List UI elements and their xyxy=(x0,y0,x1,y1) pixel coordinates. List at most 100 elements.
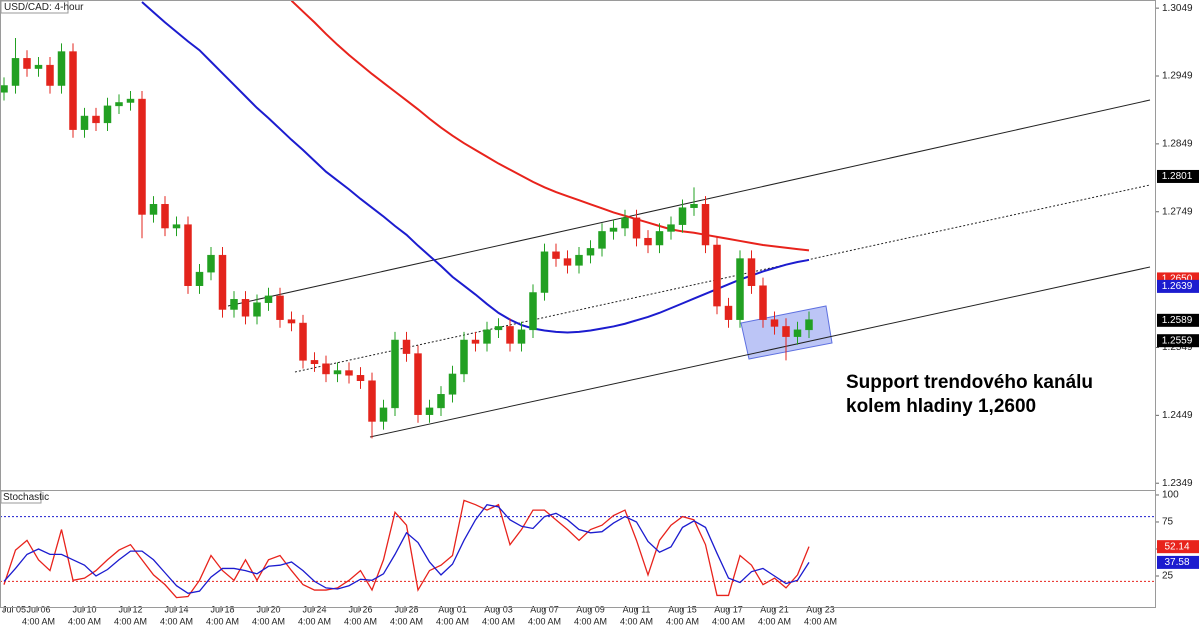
y-tick-label: 1.2449 xyxy=(1162,410,1193,421)
indicator-line xyxy=(3,499,810,599)
y-tick-label: 1.2849 xyxy=(1162,139,1193,150)
x-time-label: 4:00 AM xyxy=(22,616,55,626)
title-box xyxy=(0,0,69,14)
x-tick-label: Aug 07 xyxy=(530,604,559,614)
x-tick-label: Jul 24 xyxy=(302,604,326,614)
x-time-label: 4:00 AM xyxy=(758,616,791,626)
candle-body xyxy=(414,353,422,415)
y-tick-label: 25 xyxy=(1162,571,1174,582)
annotation: kolem hladiny 1,2600 xyxy=(846,396,1036,417)
x-time-label: 4:00 AM xyxy=(574,616,607,626)
x-time-label: 4:00 AM xyxy=(482,616,515,626)
candle-body xyxy=(805,319,813,331)
price-marker xyxy=(1157,334,1199,348)
x-tick-label: Aug 21 xyxy=(760,604,789,614)
candle-body xyxy=(230,299,238,310)
candle-body xyxy=(391,339,399,409)
x-tick-label: Aug 01 xyxy=(438,604,467,614)
candle-body xyxy=(126,98,135,103)
channel-upper xyxy=(227,99,1151,307)
candle-body xyxy=(667,224,675,232)
candle-body xyxy=(713,244,721,307)
x-tick-label: Aug 17 xyxy=(714,604,743,614)
x-tick-label: Aug 11 xyxy=(623,604,651,614)
candle-body xyxy=(793,329,802,337)
x-time-label: 4:00 AM xyxy=(666,616,699,626)
candle-body xyxy=(483,329,491,344)
candle-body xyxy=(322,363,330,375)
y-tick-label: 1.2749 xyxy=(1162,206,1193,217)
x-tick-label: Jul 28 xyxy=(394,604,418,614)
x-time-label: 4:00 AM xyxy=(712,616,745,626)
x-tick-label: Aug 09 xyxy=(576,604,605,614)
x-time-label: 4:00 AM xyxy=(436,616,469,626)
candle-body xyxy=(184,224,192,286)
candle-body xyxy=(80,115,89,130)
price-marker-label: 1.2589 xyxy=(1162,315,1193,326)
moving-average xyxy=(141,1,810,334)
x-tick-label: Aug 15 xyxy=(668,604,697,614)
channel-middle xyxy=(294,184,1151,373)
candle-body xyxy=(172,224,181,229)
price-marker-label: 52.14 xyxy=(1164,541,1189,552)
y-tick-label: 1.3049 xyxy=(1162,3,1193,14)
candle-body xyxy=(701,204,710,246)
x-tick-label: Aug 23 xyxy=(806,604,835,614)
chart-title: USD/CAD: 4-hour xyxy=(4,2,84,13)
candle-body xyxy=(368,380,376,422)
price-marker-label: 1.2650 xyxy=(1162,274,1193,285)
candle-body xyxy=(299,322,307,361)
x-time-label: 4:00 AM xyxy=(206,616,239,626)
candle-body xyxy=(460,339,468,375)
x-tick-label: Aug 03 xyxy=(484,604,513,614)
x-time-label: 4:00 AM xyxy=(620,616,653,626)
candle-body xyxy=(161,204,169,229)
candle-body xyxy=(782,326,790,337)
x-tick-label: Jul 14 xyxy=(164,604,188,614)
x-time-label: 4:00 AM xyxy=(344,616,377,626)
candle-body xyxy=(11,58,20,86)
candle-body xyxy=(655,231,664,246)
indicator-title-box xyxy=(0,490,42,504)
candle-body xyxy=(241,299,250,317)
candle-body xyxy=(276,295,284,320)
candle-body xyxy=(517,329,526,344)
price-panel xyxy=(0,0,1151,439)
candle-body xyxy=(759,285,767,320)
price-marker-label: 37.58 xyxy=(1164,557,1189,568)
x-time-label: 4:00 AM xyxy=(160,616,193,626)
candle-body xyxy=(57,51,66,86)
indicator-title: Stochastic xyxy=(3,492,49,503)
y-tick-label: 1.2949 xyxy=(1162,71,1193,82)
x-tick-label: Jul 05 xyxy=(2,604,26,614)
axes: Jul 05 Jul 06 4:00 AM Jul 10 4:00 AM Jul 12 4:… xyxy=(2,3,1199,626)
candle-body xyxy=(46,64,54,86)
candle-body xyxy=(770,319,779,327)
candle-body xyxy=(310,360,319,365)
candle-body xyxy=(736,258,744,320)
candle-body xyxy=(506,326,514,344)
candle-body xyxy=(264,295,273,303)
candle-body xyxy=(621,217,629,229)
candle-body xyxy=(552,251,560,259)
stochastic-panel xyxy=(0,499,1155,599)
y-tick-label: 75 xyxy=(1162,517,1174,528)
candle-body xyxy=(333,370,342,375)
y-tick-label: 1.2549 xyxy=(1162,342,1193,353)
candle-body xyxy=(149,204,158,215)
price-marker xyxy=(1157,313,1199,327)
candle-body xyxy=(448,373,457,395)
x-time-label: 4:00 AM xyxy=(390,616,423,626)
price-marker-label: 1.2639 xyxy=(1162,281,1193,292)
candle-body xyxy=(345,370,353,376)
x-tick-label: Jul 10 xyxy=(72,604,96,614)
moving-average xyxy=(290,0,810,252)
candle-body xyxy=(92,115,100,124)
candle-body xyxy=(69,51,77,130)
price-marker xyxy=(1157,169,1199,183)
x-tick-label: Jul 18 xyxy=(210,604,234,614)
candle-body xyxy=(690,204,698,208)
candle-body xyxy=(115,102,123,107)
candle-body xyxy=(23,58,31,69)
